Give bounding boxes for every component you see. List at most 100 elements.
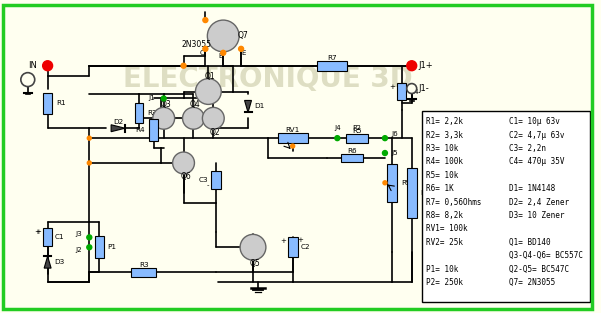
Circle shape — [221, 50, 226, 55]
Circle shape — [161, 96, 166, 101]
Polygon shape — [111, 125, 125, 132]
Text: C4= 470μ 35V: C4= 470μ 35V — [509, 157, 564, 167]
Bar — [149, 119, 158, 141]
Text: J3: J3 — [76, 231, 82, 237]
Circle shape — [407, 61, 416, 71]
Text: -: - — [207, 182, 209, 188]
Text: J5: J5 — [391, 150, 398, 156]
Text: R3= 10k: R3= 10k — [426, 144, 458, 153]
Text: +: + — [280, 239, 285, 244]
Text: C1: C1 — [55, 234, 65, 240]
Bar — [397, 83, 406, 100]
Text: P2= 250k: P2= 250k — [426, 278, 463, 287]
Text: R2= 3,3k: R2= 3,3k — [426, 131, 463, 140]
Text: Q6: Q6 — [180, 172, 191, 181]
Circle shape — [382, 136, 388, 141]
Circle shape — [383, 181, 387, 185]
Text: R1: R1 — [56, 100, 66, 106]
Text: R7: R7 — [328, 55, 337, 61]
Text: Q2-Q5= BC547C: Q2-Q5= BC547C — [509, 264, 569, 274]
Text: R1= 2,2k: R1= 2,2k — [426, 117, 463, 126]
Circle shape — [240, 234, 266, 260]
Text: C4: C4 — [409, 89, 419, 95]
Text: R5: R5 — [352, 128, 362, 134]
Text: ELECTRONIQUE 3D: ELECTRONIQUE 3D — [123, 64, 413, 93]
Bar — [212, 171, 221, 189]
Text: R3: R3 — [139, 262, 148, 268]
Text: D2= 2,4 Zener: D2= 2,4 Zener — [509, 198, 569, 207]
Text: Q7: Q7 — [237, 32, 248, 40]
Circle shape — [382, 151, 388, 156]
Circle shape — [181, 63, 186, 68]
Text: RV2= 25k: RV2= 25k — [426, 238, 463, 247]
Text: P1= 10k: P1= 10k — [426, 264, 458, 274]
Text: D1: D1 — [254, 103, 264, 110]
Text: J1-: J1- — [419, 84, 430, 93]
Text: R4: R4 — [136, 127, 145, 133]
Text: J6: J6 — [391, 131, 398, 137]
Bar — [317, 61, 347, 71]
Text: C3: C3 — [199, 177, 209, 183]
Text: Q3-Q4-Q6= BC557C: Q3-Q4-Q6= BC557C — [509, 251, 583, 260]
Text: J1: J1 — [148, 95, 155, 101]
Circle shape — [87, 161, 91, 165]
Text: RV2: RV2 — [401, 180, 415, 186]
Circle shape — [203, 18, 208, 23]
Bar — [132, 268, 156, 277]
Circle shape — [87, 136, 91, 140]
Text: R6= 1K: R6= 1K — [426, 184, 453, 193]
Text: R8: R8 — [421, 190, 430, 196]
Circle shape — [207, 20, 239, 52]
Bar — [135, 103, 143, 123]
Bar — [407, 168, 416, 218]
Text: J4: J4 — [334, 125, 341, 131]
Circle shape — [43, 61, 52, 71]
Text: R5= 10k: R5= 10k — [426, 171, 458, 180]
Text: IN: IN — [28, 61, 37, 70]
Text: J1+: J1+ — [419, 61, 433, 70]
Text: Q4: Q4 — [190, 100, 201, 109]
Text: E: E — [242, 50, 246, 56]
Bar — [288, 237, 297, 257]
Bar — [278, 133, 308, 143]
Text: Q1= BD140: Q1= BD140 — [509, 238, 551, 247]
Text: RV1= 100k: RV1= 100k — [426, 224, 467, 233]
Text: Q5: Q5 — [249, 259, 260, 268]
Bar — [43, 93, 52, 114]
Circle shape — [335, 136, 340, 141]
Text: R6: R6 — [347, 147, 357, 154]
Bar — [43, 228, 52, 246]
Text: Q3: Q3 — [160, 100, 171, 109]
Circle shape — [407, 84, 416, 94]
Text: R4= 100k: R4= 100k — [426, 157, 463, 167]
Bar — [95, 236, 104, 258]
Circle shape — [291, 144, 294, 148]
Text: J2: J2 — [76, 247, 82, 253]
Text: P1: P1 — [108, 244, 117, 250]
Text: +: + — [34, 229, 40, 235]
Text: R8= 8,2k: R8= 8,2k — [426, 211, 463, 220]
Circle shape — [87, 235, 92, 240]
Polygon shape — [44, 256, 51, 268]
Text: C1= 10μ 63v: C1= 10μ 63v — [509, 117, 560, 126]
Text: D1= 1N4148: D1= 1N4148 — [509, 184, 555, 193]
Text: C3= 2,2n: C3= 2,2n — [509, 144, 546, 153]
Text: D3= 10 Zener: D3= 10 Zener — [509, 211, 564, 220]
Text: R7= 0,56Ohms: R7= 0,56Ohms — [426, 198, 481, 207]
Text: C: C — [200, 50, 205, 56]
Text: 2N3055: 2N3055 — [182, 40, 212, 49]
Circle shape — [195, 79, 221, 105]
Text: Q7= 2N3055: Q7= 2N3055 — [509, 278, 555, 287]
Text: RV1: RV1 — [285, 127, 300, 133]
Text: P2: P2 — [353, 125, 362, 131]
Circle shape — [87, 245, 92, 250]
Bar — [346, 134, 368, 143]
Bar — [341, 153, 363, 162]
Polygon shape — [245, 100, 251, 112]
Text: +: + — [389, 84, 395, 90]
Circle shape — [183, 107, 204, 129]
Text: D3: D3 — [54, 259, 64, 265]
Text: R2: R2 — [147, 110, 156, 116]
Text: C2= 4,7μ 63v: C2= 4,7μ 63v — [509, 131, 564, 140]
Circle shape — [203, 107, 224, 129]
